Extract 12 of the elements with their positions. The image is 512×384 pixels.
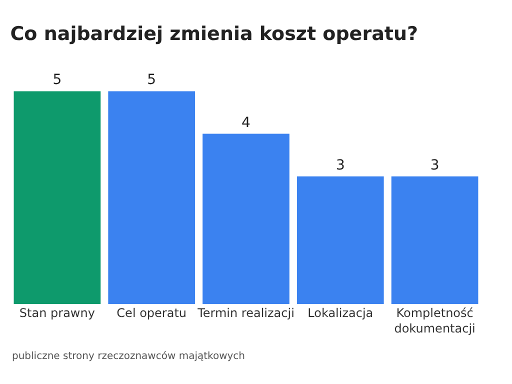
x-tick-label: Lokalizacja [308,306,374,320]
data-label: 4 [242,114,250,131]
data-label: 5 [147,72,156,88]
x-tick-label: Cel operatu [116,306,187,320]
x-tick-label: Kompletność dokumentacji [394,306,476,336]
x-tick-label: Termin realizacji [196,306,294,320]
text: publiczne strony rzeczoznawców majątkowych [12,351,246,362]
data-label: 3 [430,157,440,174]
chart-title: Co najbardziej zmienia koszt operatu? [10,23,418,46]
x-tick-label: Stan prawny [19,306,95,320]
data-label: 3 [336,157,345,174]
data-label: 5 [52,72,62,88]
